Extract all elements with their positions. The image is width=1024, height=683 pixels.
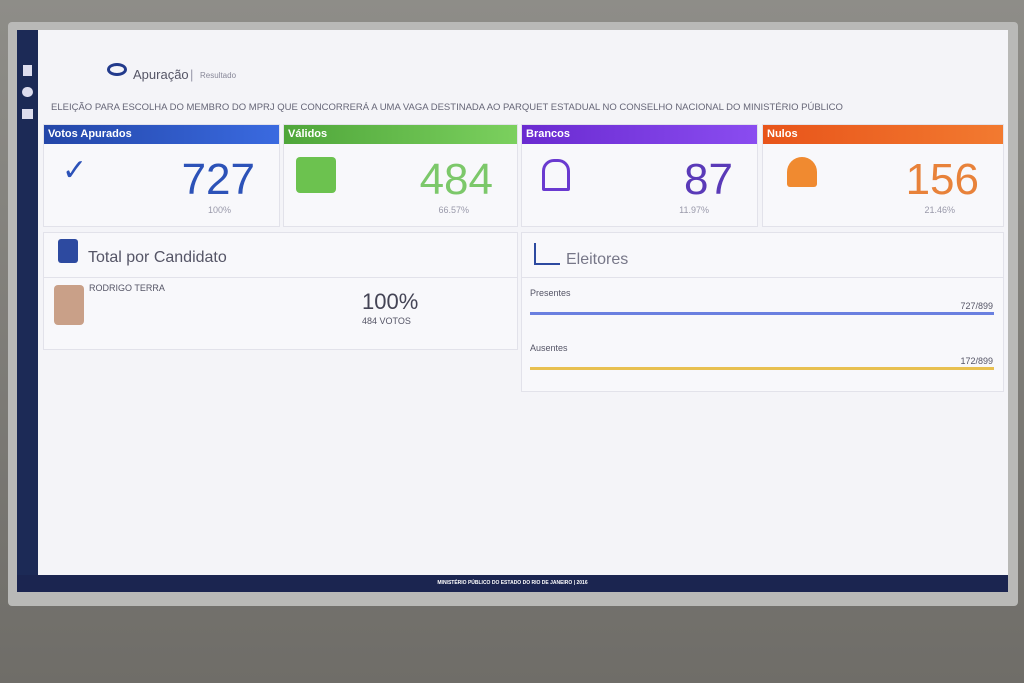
card: Válidos 484 66.57%	[283, 124, 518, 227]
card: Brancos 87 11.97%	[521, 124, 758, 227]
progress-bar	[530, 367, 994, 370]
screen: Apuração | Resultado ELEIÇÃO PARA ESCOLH…	[17, 30, 1008, 592]
check-icon: ✓	[62, 154, 88, 187]
card-percent: 66.57%	[438, 205, 469, 215]
voters-panel: Eleitores Presentes 727/899 Ausentes 172…	[521, 232, 1004, 392]
card-value: 87	[684, 155, 733, 204]
chart-icon	[534, 243, 560, 265]
user-icon	[542, 159, 570, 191]
divider	[522, 277, 1003, 278]
card-label: Nulos	[763, 125, 1003, 144]
voter-label: Ausentes	[530, 343, 568, 353]
badge-icon	[58, 239, 78, 263]
card-value: 156	[905, 155, 979, 204]
progress-bar	[530, 312, 994, 315]
card-percent: 21.46%	[924, 205, 955, 215]
candidate-photo	[54, 285, 84, 325]
tree-icon[interactable]	[22, 109, 33, 119]
card-label: Brancos	[522, 125, 757, 144]
page-title: Apuração	[133, 67, 189, 82]
user-x-icon	[787, 157, 817, 187]
panel-title: Total por Candidato	[88, 249, 227, 266]
voter-count: 172/899	[960, 356, 993, 366]
page-subtitle: Resultado	[200, 71, 237, 80]
candidates-panel: Total por Candidato RODRIGO TERRA 100% 4…	[43, 232, 518, 350]
candidate-percent: 100%	[362, 289, 419, 314]
voter-label: Presentes	[530, 288, 571, 298]
sidebar	[17, 30, 38, 575]
eye-icon	[107, 63, 127, 76]
card: Nulos 156 21.46%	[762, 124, 1004, 227]
divider	[44, 277, 517, 278]
card-label: Válidos	[284, 125, 517, 144]
users-icon[interactable]	[22, 87, 33, 97]
candidate-votes: 484 VOTOS	[362, 316, 411, 326]
separator: |	[190, 67, 194, 82]
thumbs-icon	[296, 157, 336, 193]
card: Votos Apurados ✓ 727 100%	[43, 124, 280, 227]
card-value: 484	[419, 155, 493, 204]
doc-icon[interactable]	[23, 65, 32, 76]
election-title: ELEIÇÃO PARA ESCOLHA DO MEMBRO DO MPRJ Q…	[51, 102, 843, 113]
card-value: 727	[181, 155, 255, 204]
panel-title: Eleitores	[566, 251, 629, 268]
voter-count: 727/899	[960, 301, 993, 311]
card-percent: 100%	[207, 205, 231, 215]
candidate-name: RODRIGO TERRA	[89, 283, 165, 293]
card-label: Votos Apurados	[44, 125, 279, 144]
footer: MINISTÉRIO PÚBLICO DO ESTADO DO RIO DE J…	[17, 575, 1008, 592]
card-percent: 11.97%	[679, 205, 709, 215]
